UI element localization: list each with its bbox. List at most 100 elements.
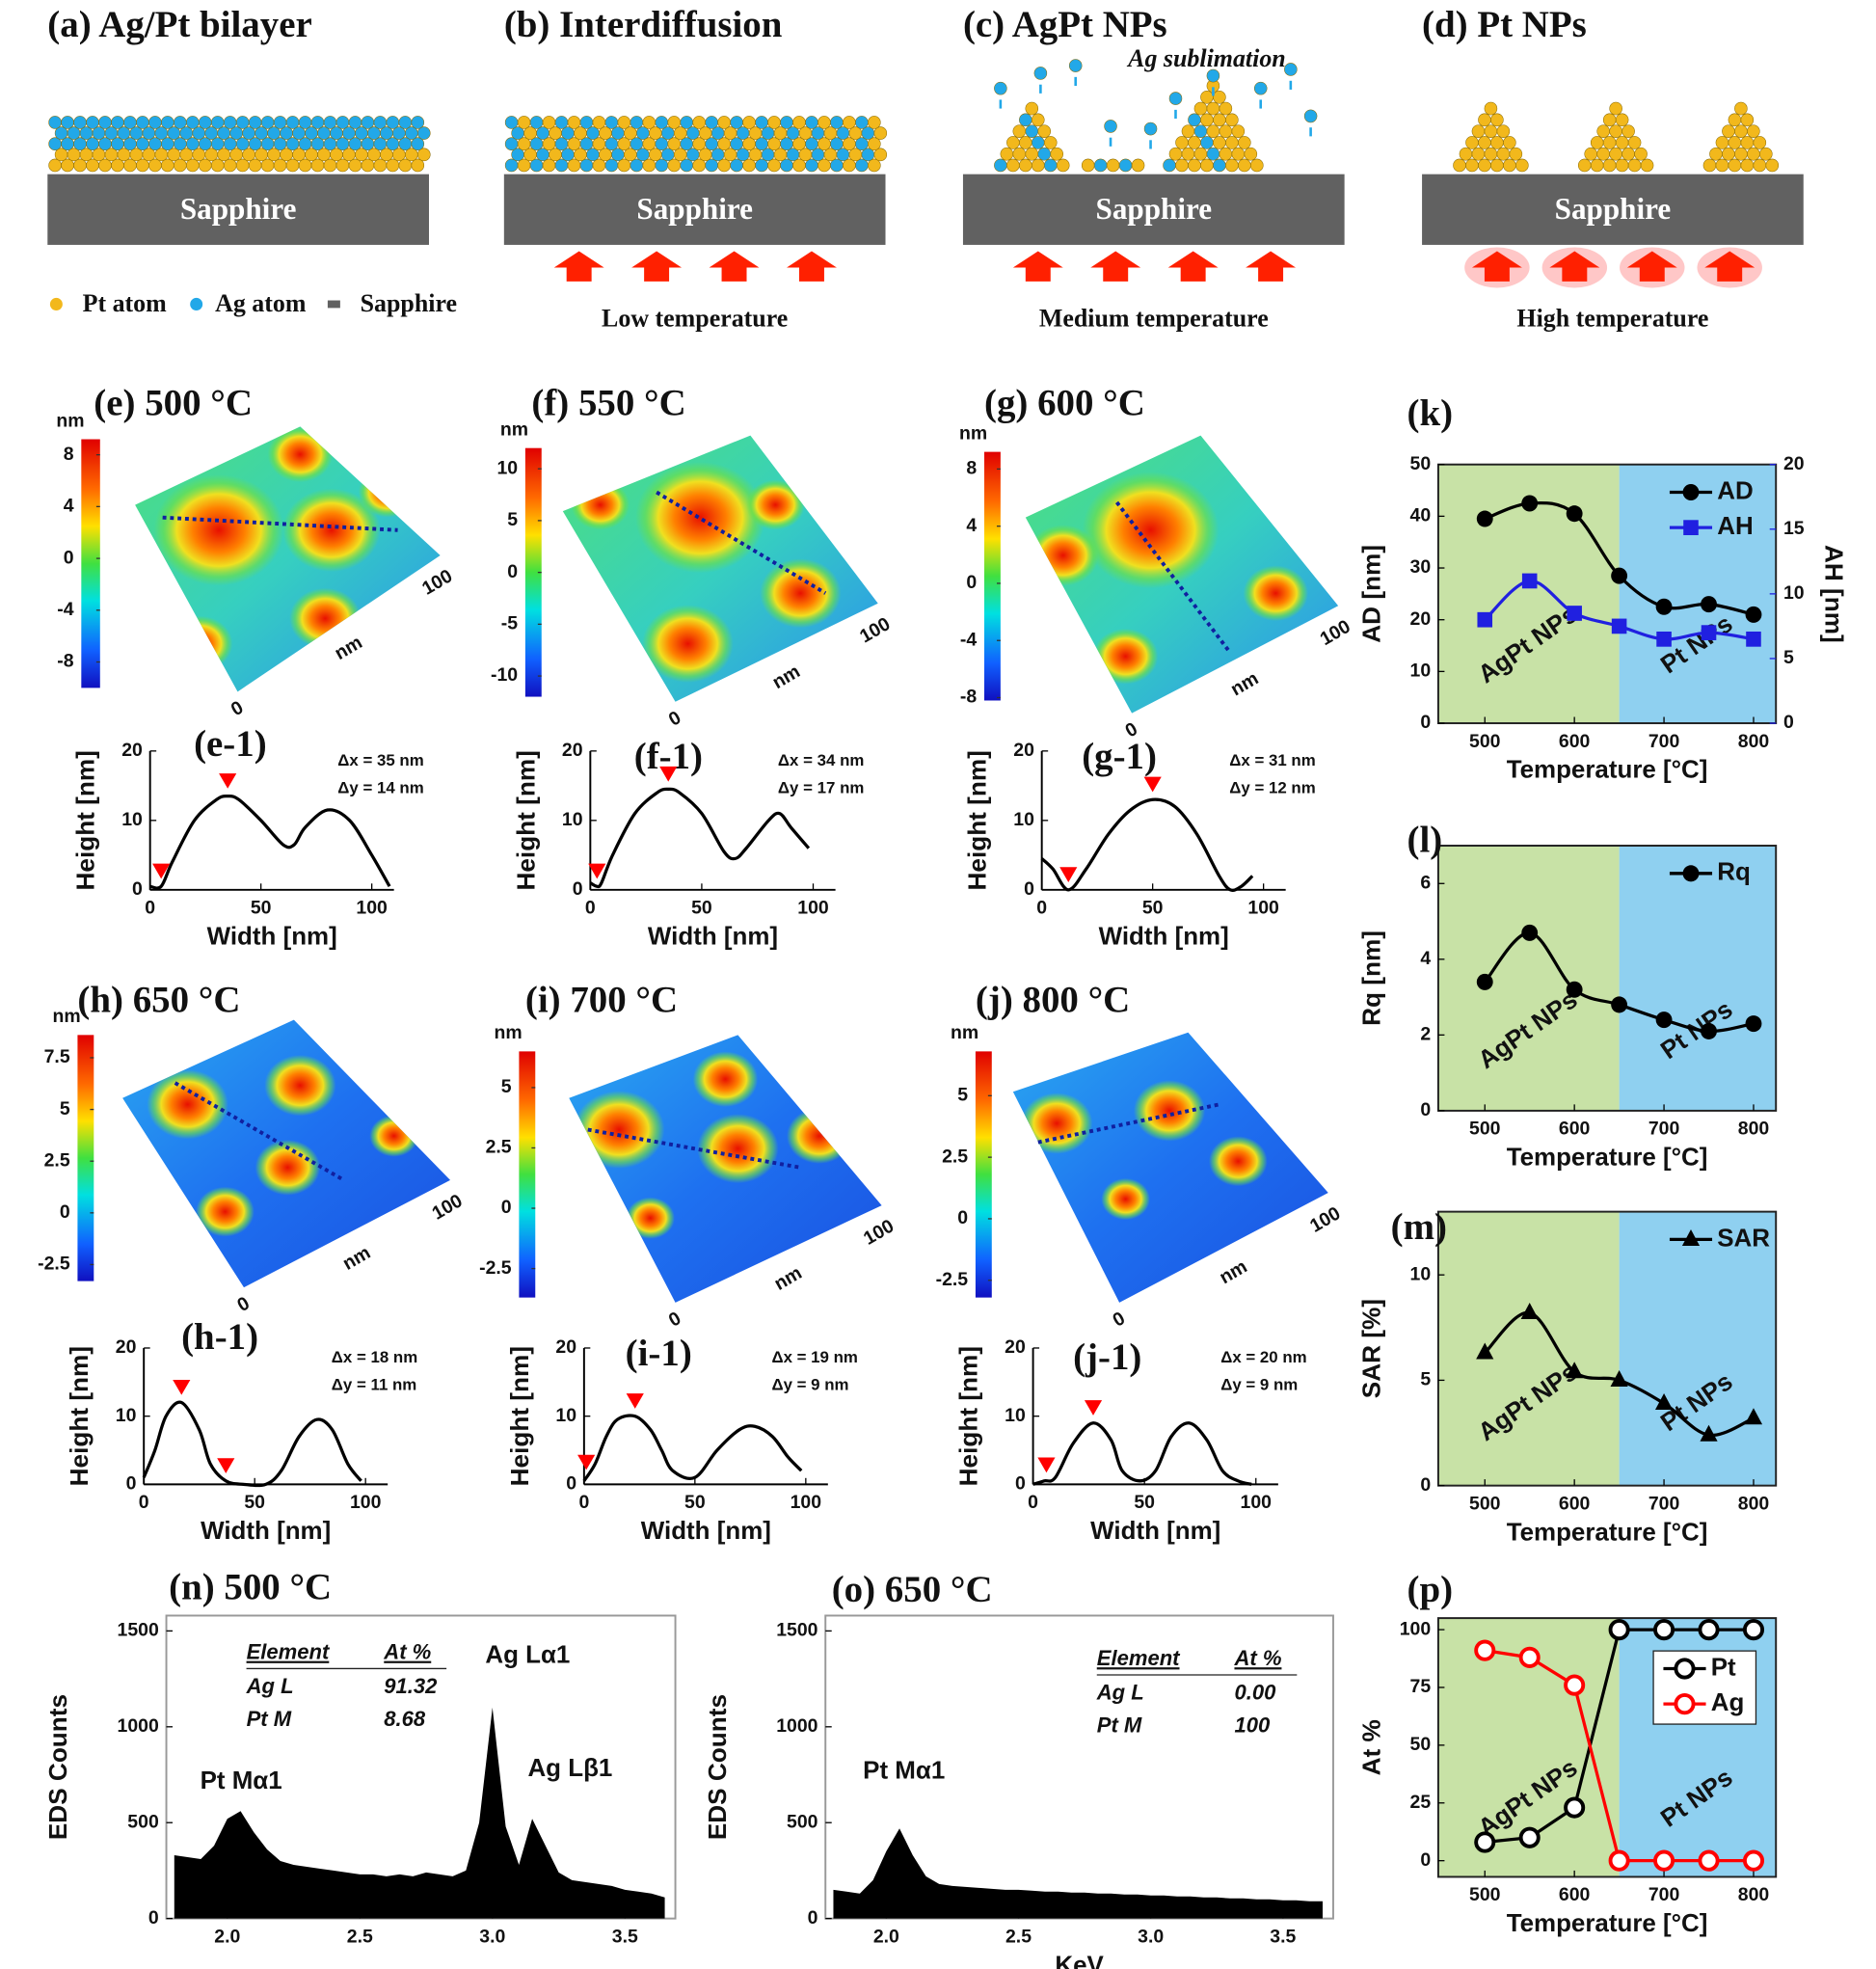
y-tick-label: 10 [1410, 660, 1432, 681]
atom [761, 148, 775, 162]
atom [1231, 124, 1246, 138]
profile-line [1037, 1102, 1220, 1145]
atom [1244, 147, 1258, 161]
atom [373, 116, 388, 129]
atom [1193, 147, 1208, 161]
colorbar-unit: nm [959, 422, 987, 444]
y-tick-label: 20 [1013, 740, 1034, 761]
atom [373, 158, 388, 173]
atom [1037, 124, 1052, 138]
atom [335, 137, 350, 151]
x-tick-label: 50 [244, 1492, 265, 1513]
atom [1213, 90, 1226, 104]
inset-header: Element [1097, 1646, 1181, 1670]
marker [1701, 1022, 1717, 1039]
atom [1759, 147, 1773, 161]
y-axis-label: EDS Counts [703, 1694, 732, 1840]
annotation: Δy = 17 nm [778, 779, 864, 797]
x-tick-label: 2.0 [214, 1926, 240, 1947]
x-tick-label: 800 [1738, 1884, 1770, 1905]
atom [174, 116, 187, 129]
atom [661, 126, 675, 140]
atom [843, 137, 856, 151]
colorbar-tick-label: -2.5 [479, 1257, 512, 1279]
atom [1206, 147, 1220, 161]
atom [217, 126, 230, 140]
atom [792, 158, 806, 173]
annotation: Δx = 18 nm [332, 1348, 417, 1366]
y-tick-label: 5 [1420, 1369, 1431, 1390]
atom [798, 126, 813, 140]
atom [1032, 158, 1045, 173]
y-tick-label: 75 [1410, 1676, 1432, 1697]
x-tick-label: 0 [145, 898, 155, 919]
legend-label: Pt atom [83, 289, 167, 317]
atom [1484, 147, 1498, 161]
atom [1188, 158, 1201, 173]
marker [1567, 606, 1582, 621]
atom [348, 137, 362, 151]
atom [1471, 147, 1486, 161]
x-tick-label: 700 [1648, 1884, 1680, 1905]
atom [204, 126, 218, 140]
atom [1253, 81, 1268, 95]
x-tick-label: 50 [1134, 1492, 1155, 1513]
atom [830, 158, 844, 173]
atom [411, 137, 425, 151]
atom [305, 126, 318, 140]
atom [685, 148, 700, 162]
atom [292, 126, 306, 140]
atom [1200, 158, 1214, 173]
annotation: Δy = 11 nm [332, 1376, 417, 1394]
marker [1610, 1369, 1628, 1387]
atom [642, 137, 657, 151]
atom [1465, 158, 1479, 173]
annotation: Δx = 34 nm [778, 751, 864, 769]
atom [1496, 147, 1511, 161]
atom [104, 126, 119, 140]
colorbar-tick-label: 4 [966, 515, 977, 536]
atom [561, 148, 575, 162]
atom [1219, 124, 1233, 138]
y-tick-label: 0 [808, 1907, 818, 1929]
atom [1602, 136, 1617, 149]
atom [86, 158, 99, 173]
chart-title: (j-1) [1073, 1336, 1141, 1378]
chart-title: (p) [1407, 1569, 1454, 1610]
afm-features [147, 1055, 418, 1237]
atom [1615, 158, 1629, 173]
profile-marker [577, 1454, 596, 1470]
atom [79, 148, 94, 162]
atom [411, 116, 425, 129]
y-axis-label: At % [1356, 1719, 1385, 1775]
atom [348, 116, 362, 129]
x-tick-label: 800 [1738, 1119, 1770, 1140]
atom [705, 158, 718, 173]
colorbar-tick-label: 0 [966, 572, 977, 593]
atom [260, 137, 275, 151]
marker [1521, 924, 1539, 941]
atom [123, 158, 137, 173]
afm-grain [147, 1069, 228, 1140]
atom [142, 148, 156, 162]
x-tick-label: 50 [251, 898, 272, 919]
afm-surface [1012, 1032, 1328, 1303]
atom [1168, 147, 1183, 161]
atom [748, 126, 763, 140]
marker [1698, 1618, 1720, 1641]
atom [392, 126, 406, 140]
atom [1602, 113, 1617, 127]
y-tick-label: 10 [562, 809, 583, 830]
atom [1175, 158, 1189, 173]
legend-label: Ag atom [215, 289, 307, 317]
x-tick-label: 2.5 [1005, 1926, 1032, 1947]
x-tick-label: 600 [1559, 1493, 1591, 1514]
atom [1131, 158, 1145, 173]
peak-label: Ag Lβ1 [527, 1753, 612, 1782]
atom [1765, 158, 1780, 173]
y-tick-label: 1000 [118, 1715, 159, 1737]
atom [780, 116, 793, 129]
atom [1188, 136, 1201, 149]
afm-grain [745, 479, 805, 530]
panel-title: (b) Interdiffusion [504, 4, 783, 45]
